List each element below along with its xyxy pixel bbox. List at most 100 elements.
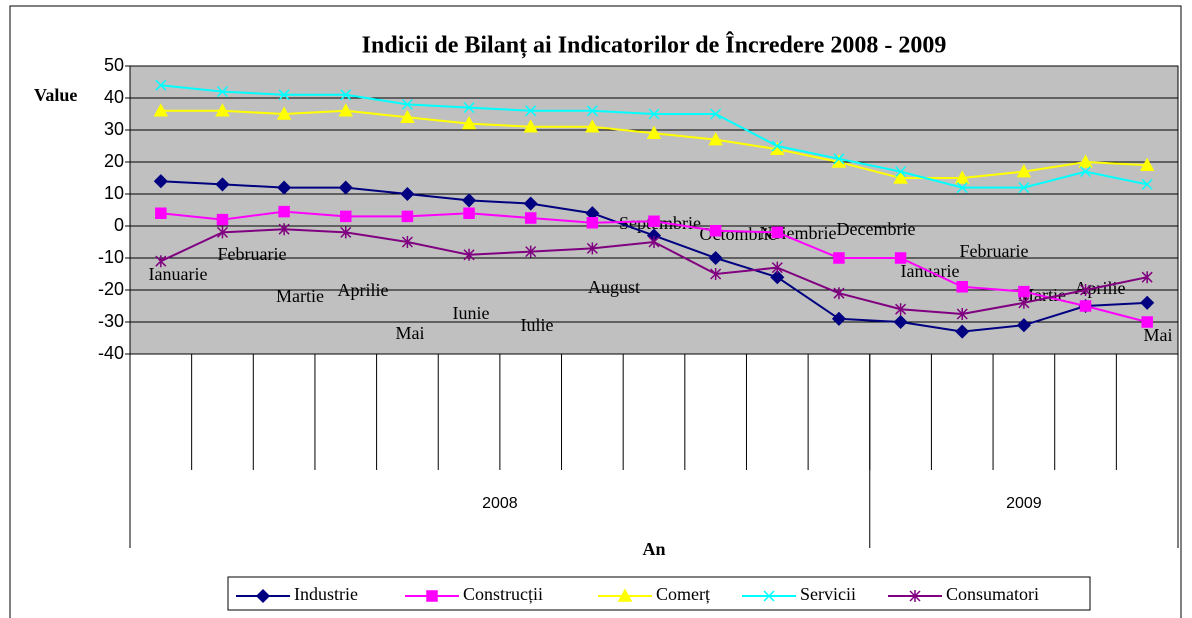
marker [617,588,633,602]
marker [956,281,968,293]
marker [340,89,352,101]
legend-label: Industrie [294,584,358,604]
series [155,223,1153,320]
category-label: Februarie [218,244,287,264]
marker [586,217,599,229]
category-label: Aprilie [1075,278,1126,298]
marker [463,102,475,114]
marker [401,236,413,248]
marker [831,311,847,326]
marker [215,177,230,192]
marker [215,103,230,117]
marker [648,215,660,227]
marker [833,252,845,264]
marker [1016,318,1031,333]
legend [227,576,1091,611]
marker [216,86,229,98]
marker [461,116,477,130]
y-tick-label: -40 [98,343,124,363]
marker [463,207,475,219]
y-tick-label: 40 [104,87,124,107]
category-label: Februarie [960,241,1029,261]
marker [523,119,538,133]
marker [216,226,229,239]
marker [1078,154,1093,168]
marker [763,590,775,602]
marker [400,109,415,123]
marker [648,236,660,248]
marker [278,89,290,101]
marker [895,166,907,178]
y-tick-label: 20 [104,151,124,171]
marker [1018,296,1030,309]
marker [710,108,722,120]
marker [1140,295,1155,310]
marker [648,108,660,120]
category-label: Iulie [521,315,554,335]
marker [461,193,477,208]
marker [955,324,970,339]
marker [586,242,598,255]
marker [1018,285,1030,298]
marker [155,207,167,219]
y-tick-label: -20 [98,279,124,299]
marker [771,261,783,274]
category-label: Mai [1144,325,1173,345]
marker [155,255,167,268]
group-label: 2008 [482,495,518,512]
legend-label: Servicii [800,584,856,604]
marker [770,270,785,285]
marker [1079,166,1092,178]
marker [525,245,537,258]
y-tick-label: 50 [104,55,124,75]
marker [586,105,598,117]
marker [909,590,921,602]
marker [340,210,352,223]
marker [1141,271,1153,284]
marker [771,140,783,152]
marker [426,590,438,602]
marker [524,212,537,224]
x-axis-label: An [642,539,665,559]
marker [216,213,229,226]
legend-label: Construcții [463,584,543,604]
marker [1079,284,1092,296]
marker [956,182,968,194]
marker [1141,316,1153,328]
chart-title: Indicii de Bilanț ai Indicatorilor de În… [362,32,947,59]
marker [155,79,167,91]
marker [708,132,723,146]
marker [1141,178,1153,190]
y-tick-label: 0 [114,215,124,235]
marker [708,250,723,266]
marker [278,223,290,236]
marker [894,252,907,264]
marker [893,314,908,330]
y-tick-label: 10 [104,183,124,203]
marker [954,170,970,184]
marker [401,210,414,223]
marker [833,287,845,300]
marker [1079,300,1092,312]
marker [956,308,968,320]
marker [1018,182,1030,194]
marker [1016,164,1032,178]
series [155,79,1153,194]
category-label: August [588,277,640,297]
y-tick-label: -10 [98,247,124,267]
category-label: Aprilie [338,280,389,300]
category-label: Ianuarie [149,264,208,284]
category-label: Mai [396,323,425,343]
series [155,205,1153,328]
marker [523,196,538,211]
marker [340,226,352,239]
marker [833,153,845,165]
marker [525,105,537,117]
marker [709,225,722,237]
marker [893,170,908,184]
category-label: Decembrie [837,219,916,239]
y-tick-label: -30 [98,311,124,331]
marker [646,125,662,139]
plot-border [129,65,1179,355]
